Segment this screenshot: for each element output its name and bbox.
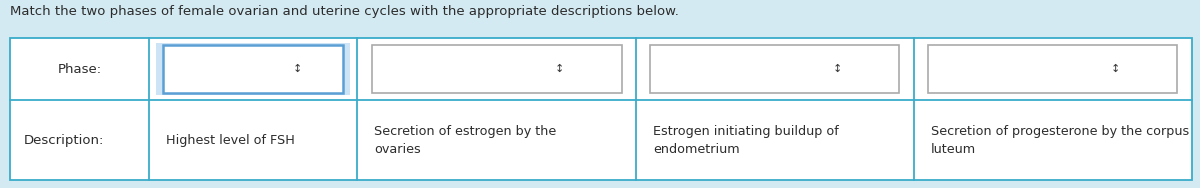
Text: Secretion of progesterone by the corpus
luteum: Secretion of progesterone by the corpus … xyxy=(931,125,1189,156)
Bar xyxy=(163,45,343,93)
Text: Match the two phases of female ovarian and uterine cycles with the appropriate d: Match the two phases of female ovarian a… xyxy=(10,5,678,18)
Text: ↕: ↕ xyxy=(554,64,564,74)
Bar xyxy=(10,38,1192,180)
Text: ↕: ↕ xyxy=(1110,64,1120,74)
Bar xyxy=(372,45,622,93)
Bar xyxy=(156,43,350,95)
Text: Description:: Description: xyxy=(24,134,104,147)
Text: Phase:: Phase: xyxy=(58,63,102,76)
Bar xyxy=(650,45,900,93)
Text: Highest level of FSH: Highest level of FSH xyxy=(166,134,295,147)
Text: ↕: ↕ xyxy=(293,64,302,74)
Bar xyxy=(929,45,1177,93)
Text: ↕: ↕ xyxy=(833,64,842,74)
Text: Secretion of estrogen by the
ovaries: Secretion of estrogen by the ovaries xyxy=(374,125,556,156)
Text: Estrogen initiating buildup of
endometrium: Estrogen initiating buildup of endometri… xyxy=(653,125,839,156)
